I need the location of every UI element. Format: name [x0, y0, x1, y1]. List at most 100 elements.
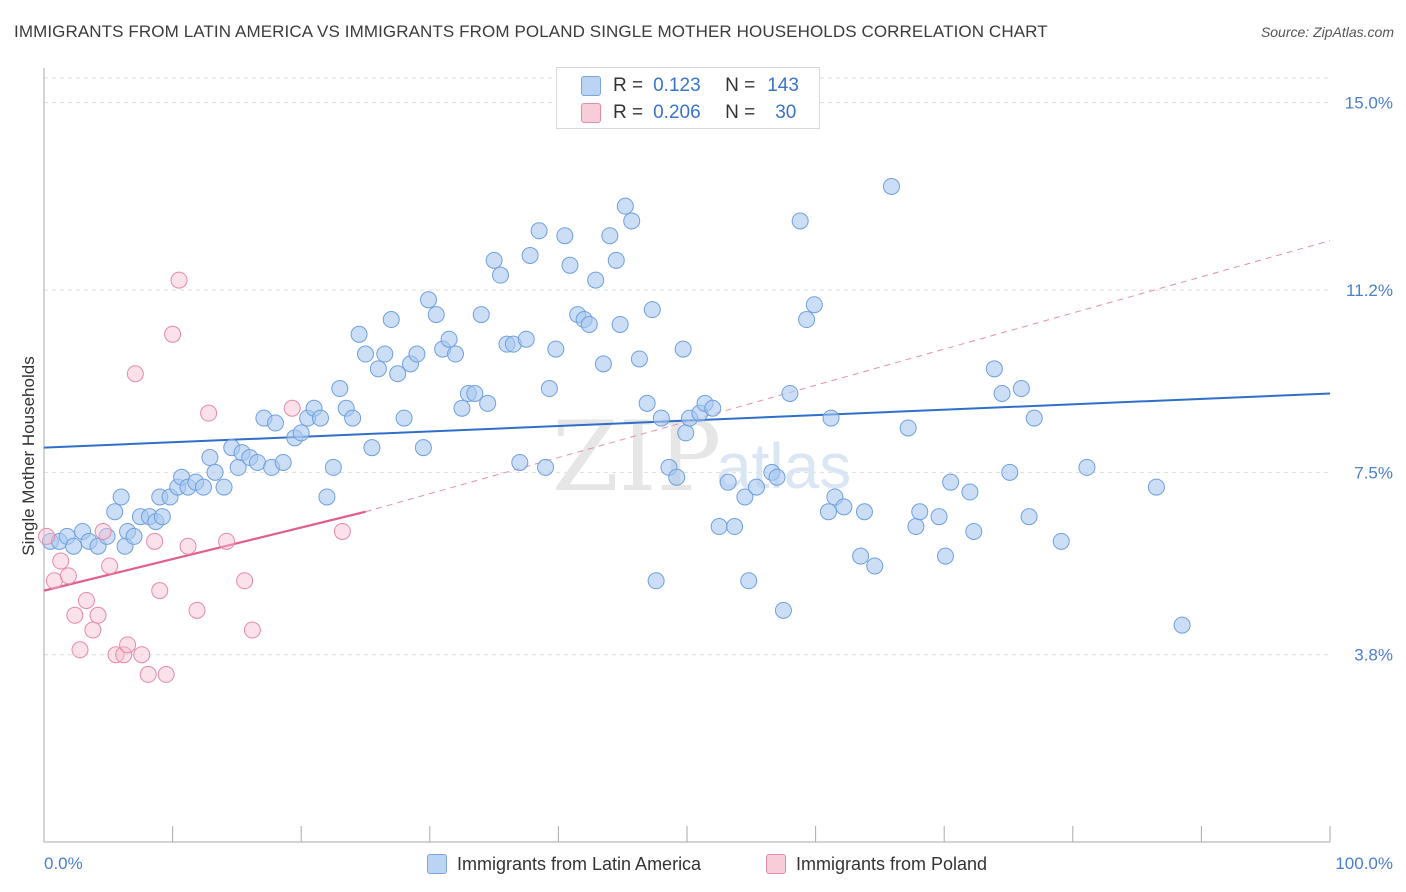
data-point-latin-america	[248, 453, 266, 471]
data-point-latin-america	[1173, 616, 1191, 634]
data-point-latin-america	[607, 251, 625, 269]
data-point-latin-america	[835, 498, 853, 516]
trend-line-poland	[43, 510, 366, 592]
legend-row-latin-america: R = 0.123 N = 143	[581, 74, 799, 98]
data-point-poland	[66, 606, 84, 624]
data-point-latin-america	[331, 380, 349, 398]
data-point-latin-america	[961, 483, 979, 501]
data-point-poland	[179, 537, 197, 555]
data-point-latin-america	[768, 468, 786, 486]
y-tick-label: 15.0%	[1345, 94, 1393, 113]
data-point-latin-america	[882, 177, 900, 195]
data-point-latin-america	[540, 380, 558, 398]
data-point-latin-america	[65, 537, 83, 555]
data-point-latin-america	[611, 315, 629, 333]
data-point-latin-america	[736, 488, 754, 506]
legend-r-value: 0.123	[653, 75, 701, 96]
x-tick-label: 100.0%	[1335, 854, 1393, 873]
data-point-poland	[157, 665, 175, 683]
data-point-latin-america	[719, 473, 737, 491]
data-point-latin-america	[311, 409, 329, 427]
data-point-latin-america	[601, 227, 619, 245]
legend-n-value: 143	[767, 75, 799, 96]
data-point-latin-america	[1078, 458, 1096, 476]
data-point-latin-america	[643, 301, 661, 319]
data-point-latin-america	[819, 503, 837, 521]
tick-labels: 3.8% 7.5% 11.2% 15.0% 0.0% 100.0% Single Mothe…	[19, 94, 1393, 873]
data-point-latin-america	[677, 424, 695, 442]
data-point-poland	[59, 567, 77, 585]
data-point-latin-america	[726, 518, 744, 536]
data-point-latin-america	[781, 384, 799, 402]
data-point-latin-america	[440, 330, 458, 348]
data-point-latin-america	[318, 488, 336, 506]
data-point-latin-america	[852, 547, 870, 565]
data-point-latin-america	[1012, 380, 1030, 398]
data-point-latin-america	[547, 340, 565, 358]
data-point-latin-america	[1001, 463, 1019, 481]
data-point-poland	[188, 601, 206, 619]
data-point-latin-america	[324, 458, 342, 476]
bottom-legend-label: Immigrants from Poland	[796, 853, 988, 874]
data-point-latin-america	[899, 419, 917, 437]
legend-r-value: 0.206	[653, 102, 701, 123]
data-point-latin-america	[907, 518, 925, 536]
y-tick-label: 11.2%	[1346, 281, 1393, 300]
data-point-latin-america	[985, 360, 1003, 378]
data-point-latin-america	[1025, 409, 1043, 427]
data-point-latin-america	[492, 266, 510, 284]
data-point-latin-america	[561, 256, 579, 274]
data-point-latin-america	[616, 197, 634, 215]
grid-lines	[44, 77, 1330, 656]
data-point-latin-america	[556, 227, 574, 245]
data-point-poland	[77, 591, 95, 609]
data-point-latin-america	[125, 527, 143, 545]
data-point-latin-america	[580, 315, 598, 333]
bottom-legend-latin-america: Immigrants from Latin America	[427, 852, 701, 876]
watermark-atlas: atlas	[716, 430, 851, 502]
data-point-latin-america	[479, 394, 497, 412]
data-point-poland	[170, 271, 188, 289]
data-point-latin-america	[194, 478, 212, 496]
data-point-poland	[333, 522, 351, 540]
data-point-poland	[84, 621, 102, 639]
data-point-poland	[218, 532, 236, 550]
data-point-latin-america	[350, 325, 368, 343]
data-point-latin-america	[747, 478, 765, 496]
data-point-poland	[52, 552, 70, 570]
data-point-latin-america	[647, 572, 665, 590]
data-point-latin-america	[485, 251, 503, 269]
legend-n-label: N =	[725, 75, 756, 96]
data-point-latin-america	[106, 503, 124, 521]
data-point-latin-america	[517, 330, 535, 348]
legend-swatch-pink	[581, 103, 601, 123]
data-point-latin-america	[798, 311, 816, 329]
series-latin-america-points	[41, 177, 1191, 634]
data-point-poland	[115, 646, 133, 664]
data-point-latin-america	[537, 458, 555, 476]
data-point-latin-america	[1020, 508, 1038, 526]
data-point-latin-america	[587, 271, 605, 289]
axes	[43, 68, 1331, 843]
source-label: Source: ZipAtlas.com	[1260, 24, 1394, 40]
y-tick-label: 3.8%	[1354, 646, 1393, 665]
data-point-latin-america	[866, 557, 884, 575]
legend-r-label: R =	[613, 75, 644, 96]
data-point-poland	[133, 646, 151, 664]
data-point-latin-america	[395, 409, 413, 427]
data-point-latin-america	[389, 365, 407, 383]
data-point-poland	[200, 404, 218, 422]
data-point-latin-america	[630, 350, 648, 368]
data-point-latin-america	[791, 212, 809, 230]
data-point-latin-america	[1147, 478, 1165, 496]
data-point-poland	[164, 325, 182, 343]
data-point-latin-america	[376, 345, 394, 363]
data-point-latin-america	[369, 360, 387, 378]
data-point-latin-america	[740, 572, 758, 590]
data-point-latin-america	[965, 522, 983, 540]
data-point-latin-america	[382, 311, 400, 329]
data-point-latin-america	[466, 384, 484, 402]
data-point-poland	[243, 621, 261, 639]
data-point-latin-america	[710, 518, 728, 536]
data-point-latin-america	[274, 453, 292, 471]
